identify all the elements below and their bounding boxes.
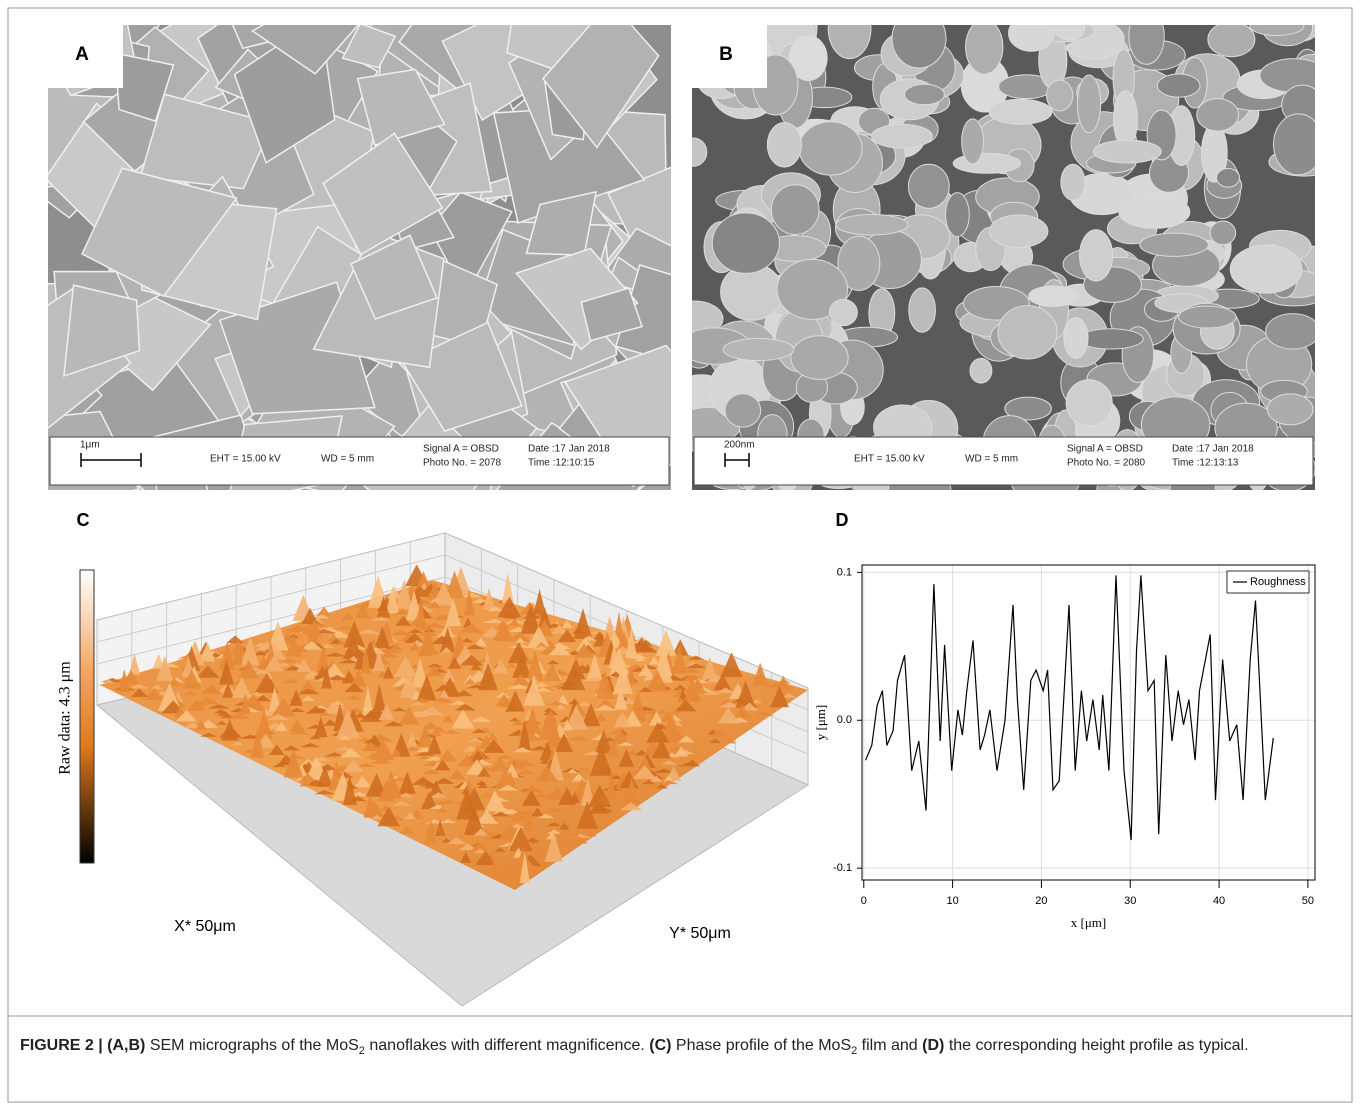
particle: [1217, 168, 1240, 187]
colorbar-label: Raw data: 4.3 μm: [57, 661, 74, 775]
particle: [989, 99, 1052, 124]
panel-label: A: [75, 44, 89, 65]
particle: [908, 164, 949, 208]
info-text: Time :12:10:15: [528, 458, 595, 469]
x-tick-label: 20: [1035, 895, 1047, 907]
particle: [1129, 8, 1164, 64]
particle: [1077, 75, 1100, 133]
caption-text: (D): [922, 1037, 944, 1054]
x-tick-label: 10: [946, 895, 958, 907]
particle: [791, 336, 848, 380]
particle: [725, 394, 761, 427]
y-tick-label: -0.1: [833, 862, 852, 874]
particle: [680, 138, 707, 166]
x-tick-label: 0: [861, 895, 867, 907]
panel-label: B: [719, 44, 733, 65]
particle: [1064, 317, 1088, 358]
particle: [1119, 195, 1190, 228]
particle: [989, 215, 1047, 248]
axis-label: X* 50μm: [174, 918, 236, 935]
particle: [799, 122, 862, 175]
x-tick-label: 40: [1213, 895, 1225, 907]
particle: [1179, 306, 1237, 328]
x-tick-label: 30: [1124, 895, 1136, 907]
caption-text: FIGURE 2 |: [20, 1037, 107, 1054]
particle: [970, 358, 992, 383]
caption: FIGURE 2 | (A,B) SEM micrographs of the …: [20, 1033, 1340, 1064]
particle: [1061, 164, 1085, 200]
particle: [1047, 80, 1073, 111]
particle: [904, 84, 944, 104]
info-text: EHT = 15.00 kV: [854, 454, 925, 465]
particle: [1208, 22, 1255, 57]
info-text: Photo No. = 2078: [423, 458, 502, 469]
particle: [1114, 91, 1138, 148]
info-text: Photo No. = 2080: [1067, 458, 1146, 469]
particle: [872, 124, 933, 148]
particle: [1093, 140, 1161, 163]
y-tick-label: 0.1: [837, 566, 852, 578]
caption-text: SEM micrographs of the MoS: [145, 1037, 358, 1054]
x-tick-label: 50: [1302, 895, 1314, 907]
panel-label: C: [77, 510, 90, 530]
caption-text: Phase profile of the MoS: [671, 1037, 851, 1054]
particle: [946, 193, 970, 237]
data-line: [866, 575, 1274, 840]
info-text: 200nm: [724, 440, 755, 451]
caption-text: (C): [649, 1037, 671, 1054]
particle: [1157, 74, 1200, 97]
caption-text: (A,B): [107, 1037, 145, 1054]
particle: [828, 0, 871, 59]
panel-label: D: [836, 510, 849, 530]
info-text: Date :17 Jan 2018: [528, 444, 610, 455]
caption-text: film and: [857, 1037, 922, 1054]
particle: [966, 20, 1003, 74]
particle: [836, 215, 908, 236]
colorbar: [80, 570, 94, 863]
particle: [723, 338, 794, 360]
particle: [1066, 380, 1112, 426]
particle: [1210, 221, 1236, 245]
y-tick-label: 0.0: [837, 714, 852, 726]
x-axis-label: x [μm]: [1071, 915, 1107, 930]
particle: [962, 119, 984, 164]
particle: [998, 306, 1057, 359]
particle: [1274, 114, 1324, 175]
particle: [1250, 16, 1304, 35]
particle: [1140, 233, 1209, 256]
info-text: Signal A = OBSD: [423, 444, 499, 455]
particle: [953, 153, 1020, 173]
particle: [767, 123, 801, 168]
particle: [1079, 230, 1112, 281]
legend-label: Roughness: [1250, 576, 1306, 588]
particle: [829, 299, 857, 325]
axis-label: Y* 50μm: [669, 925, 731, 942]
particle: [712, 213, 779, 273]
particle: [1009, 15, 1054, 51]
info-text: WD = 5 mm: [321, 454, 374, 465]
info-text: Time :12:13:13: [1172, 458, 1239, 469]
particle: [1267, 394, 1313, 425]
page: { "sem": [ {"label": "A", "scale": "1μm"…: [0, 0, 1360, 1103]
particle: [1054, 14, 1085, 40]
figure: A 1μm EHT = 15.00 kV WD = 5 mm Signal A = OB…: [0, 0, 1360, 1103]
particle: [1029, 286, 1078, 306]
info-text: Signal A = OBSD: [1067, 444, 1143, 455]
info-text: Date :17 Jan 2018: [1172, 444, 1254, 455]
y-axis-label: y [μm]: [813, 705, 828, 741]
caption-text: the corresponding height profile as typi…: [944, 1037, 1248, 1054]
info-text: WD = 5 mm: [965, 454, 1018, 465]
particle: [1266, 314, 1320, 349]
particle: [892, 9, 946, 68]
caption-text: nanoflakes with different magnificence.: [365, 1037, 649, 1054]
info-text: EHT = 15.00 kV: [210, 454, 281, 465]
particle: [909, 288, 936, 332]
particle: [1230, 245, 1302, 293]
particle: [1197, 99, 1239, 131]
particle: [771, 185, 819, 235]
info-text: 1μm: [80, 440, 100, 451]
